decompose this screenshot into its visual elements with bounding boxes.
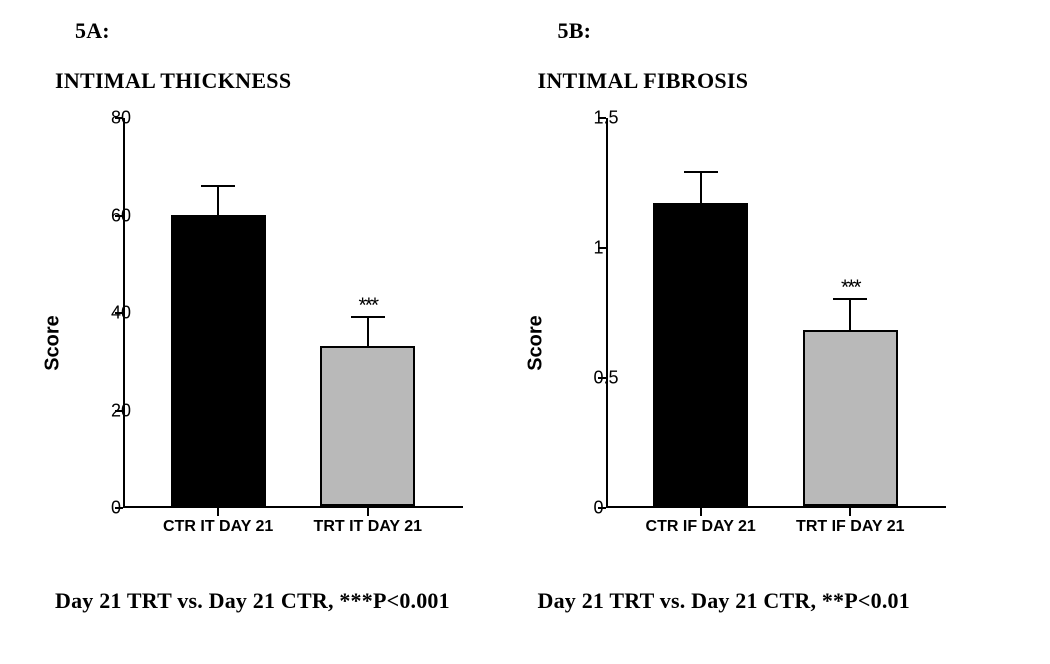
error-bar: [700, 172, 702, 203]
x-tick: [849, 508, 851, 516]
y-tick-label: 60: [111, 205, 119, 226]
x-tick: [700, 508, 702, 516]
x-tick-label: TRT IF DAY 21: [796, 518, 904, 536]
x-tick: [367, 508, 369, 516]
y-axis-line: [606, 118, 608, 508]
x-tick: [217, 508, 219, 516]
y-tick-label: 0: [111, 498, 119, 519]
x-tick-label: TRT IT DAY 21: [314, 518, 422, 536]
error-bar: [849, 299, 851, 330]
panel-label-5a: 5A:: [75, 18, 538, 44]
bar-group: ***: [803, 330, 898, 506]
panel-5b: 5B: INTIMAL FIBROSIS Score 00.511.5CTR I…: [538, 18, 1021, 644]
x-tick-label: CTR IT DAY 21: [163, 518, 273, 536]
chart-area-5b: Score 00.511.5CTR IF DAY 21TRT IF DAY 21…: [538, 108, 978, 578]
y-tick-label: 0: [594, 498, 602, 519]
y-tick-label: 20: [111, 400, 119, 421]
error-bar: [217, 186, 219, 215]
bar-group: [653, 203, 748, 506]
caption-5a: Day 21 TRT vs. Day 21 CTR, ***P<0.001: [55, 588, 538, 614]
error-cap: [684, 171, 718, 173]
chart-area-5a: Score 020406080CTR IT DAY 21TRT IT DAY 2…: [55, 108, 495, 578]
x-tick-label: CTR IF DAY 21: [646, 518, 756, 536]
x-axis-line: [606, 506, 946, 508]
y-axis-label-5a: Score: [42, 315, 65, 371]
x-axis-line: [123, 506, 463, 508]
caption-5b: Day 21 TRT vs. Day 21 CTR, **P<0.01: [538, 588, 1021, 614]
plot-5a: 020406080CTR IT DAY 21TRT IT DAY 21***: [123, 118, 463, 508]
bar: [653, 203, 748, 506]
bar: [803, 330, 898, 506]
y-tick-label: 40: [111, 303, 119, 324]
y-axis-label-5b: Score: [524, 315, 547, 371]
bar-group: ***: [320, 346, 415, 506]
bar: [320, 346, 415, 506]
y-tick-label: 0.5: [594, 368, 602, 389]
y-tick-label: 1: [594, 238, 602, 259]
error-cap: [201, 185, 235, 187]
bar-group: [171, 215, 266, 506]
significance-label: ***: [359, 300, 378, 313]
page: 5A: INTIMAL THICKNESS Score 020406080CTR…: [0, 0, 1050, 664]
chart-title-5b: INTIMAL FIBROSIS: [538, 68, 1021, 94]
panel-5a: 5A: INTIMAL THICKNESS Score 020406080CTR…: [55, 18, 538, 644]
plot-5b: 00.511.5CTR IF DAY 21TRT IF DAY 21***: [606, 118, 946, 508]
y-tick-label: 1.5: [594, 108, 602, 129]
y-tick-label: 80: [111, 108, 119, 129]
chart-title-5a: INTIMAL THICKNESS: [55, 68, 538, 94]
bar: [171, 215, 266, 506]
significance-label: ***: [841, 282, 860, 295]
panel-label-5b: 5B:: [558, 18, 1021, 44]
error-bar: [367, 317, 369, 346]
